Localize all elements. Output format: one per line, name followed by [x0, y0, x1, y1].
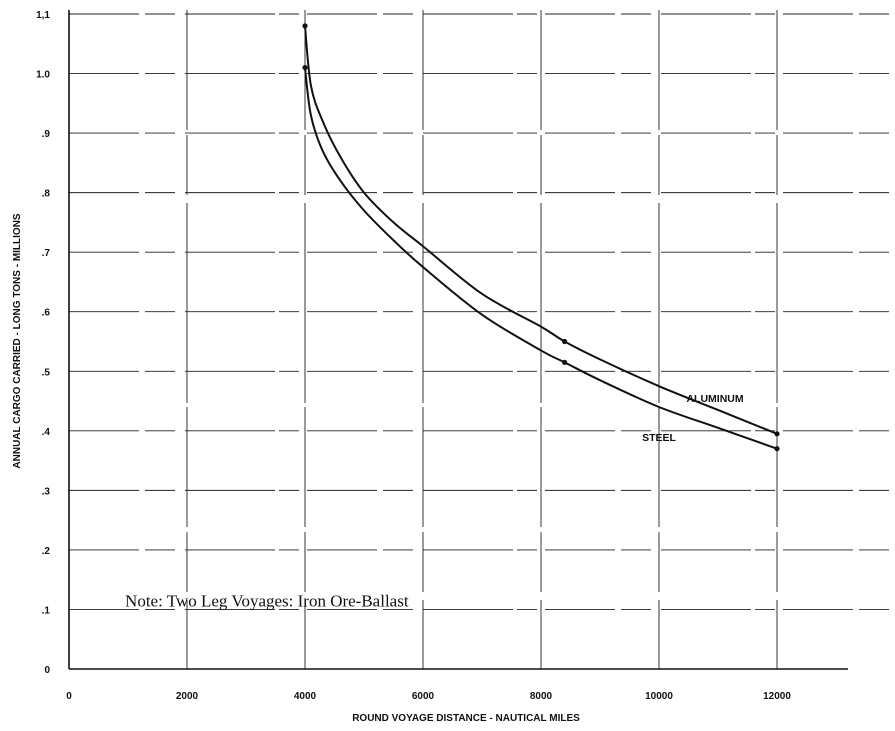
- axes: [68, 10, 848, 670]
- y-tick-label: 1.0: [36, 70, 50, 81]
- x-tick-label: 2000: [176, 691, 199, 702]
- aluminum-data-point: [774, 431, 780, 437]
- y-tick-label: 1,1: [36, 10, 50, 21]
- steel-series-line: [304, 67, 778, 450]
- grid-lines: [69, 10, 895, 669]
- y-axis-title: ANNUAL CARGO CARRIED - LONG TONS - MILLI…: [12, 213, 23, 469]
- x-tick-label: 4000: [294, 691, 317, 702]
- aluminum-data-point: [562, 338, 568, 345]
- x-tick-label: 12000: [763, 691, 791, 702]
- x-tick-label: 8000: [530, 691, 553, 702]
- y-tick-label: .5: [42, 367, 51, 378]
- y-tick-label: .9: [42, 129, 51, 140]
- y-tick-label: .7: [42, 248, 51, 259]
- y-tick-label: .4: [42, 427, 51, 438]
- y-tick-label: .3: [42, 486, 51, 497]
- y-tick-label: 0: [44, 665, 50, 676]
- y-tick-label: .6: [42, 308, 51, 319]
- steel-data-point: [562, 359, 568, 365]
- steel-data-point: [302, 64, 308, 71]
- x-tick-label: 10000: [645, 691, 673, 702]
- steel-data-point: [774, 446, 780, 452]
- x-tick-labels: 0 2000 4000 6000 8000 10000 12000: [66, 691, 791, 702]
- note-annotation: Note: Two Leg Voyages: Iron Ore-Ballast: [125, 591, 409, 610]
- aluminum-series-label: ALUMINUM: [686, 393, 743, 405]
- y-tick-labels: 0 .1 .2 .3 .4 .5 .6 .7 .8 .9 1.0 1,1: [36, 10, 50, 676]
- series-group: ALUMINUM STEEL: [302, 23, 780, 452]
- y-tick-label: .1: [42, 605, 51, 616]
- x-axis-title: ROUND VOYAGE DISTANCE - NAUTICAL MILES: [352, 713, 580, 724]
- annotations: Note: Two Leg Voyages: Iron Ore-Ballast: [125, 591, 409, 610]
- y-tick-label: .2: [42, 546, 51, 557]
- steel-series-label: STEEL: [642, 432, 676, 444]
- aluminum-series-line: [304, 25, 778, 435]
- x-tick-label: 0: [66, 691, 72, 702]
- y-tick-label: .8: [42, 189, 51, 200]
- x-tick-label: 6000: [412, 691, 435, 702]
- aluminum-data-point: [302, 23, 308, 29]
